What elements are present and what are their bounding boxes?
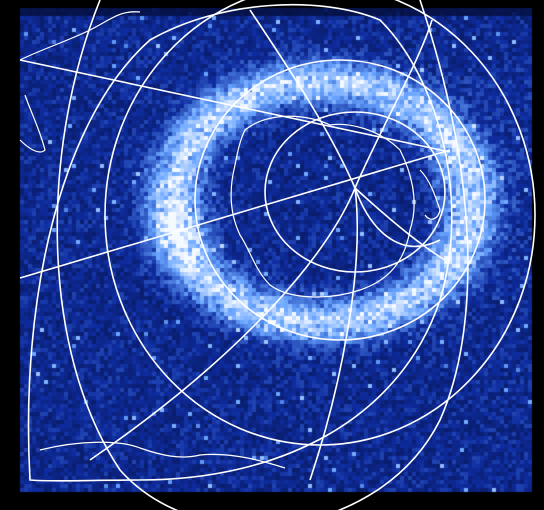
latitude-circle-3: [104, 0, 536, 446]
meridian-3: [89, 187, 356, 461]
meridian-2: [19, 149, 451, 279]
coastline-east: [419, 169, 441, 220]
meridian-4: [309, 187, 359, 481]
meridian-7: [249, 9, 356, 189]
coastline-northwest: [19, 11, 141, 153]
coastline-continent: [230, 115, 415, 298]
coastline-south: [39, 441, 286, 469]
meridian-8: [354, 187, 441, 248]
meridian-5: [354, 187, 446, 261]
latitude-circle-2: [194, 59, 486, 341]
meridian-6: [354, 19, 433, 189]
earth-limb: [27, 3, 453, 482]
latitude-circle-4: [56, 0, 469, 510]
